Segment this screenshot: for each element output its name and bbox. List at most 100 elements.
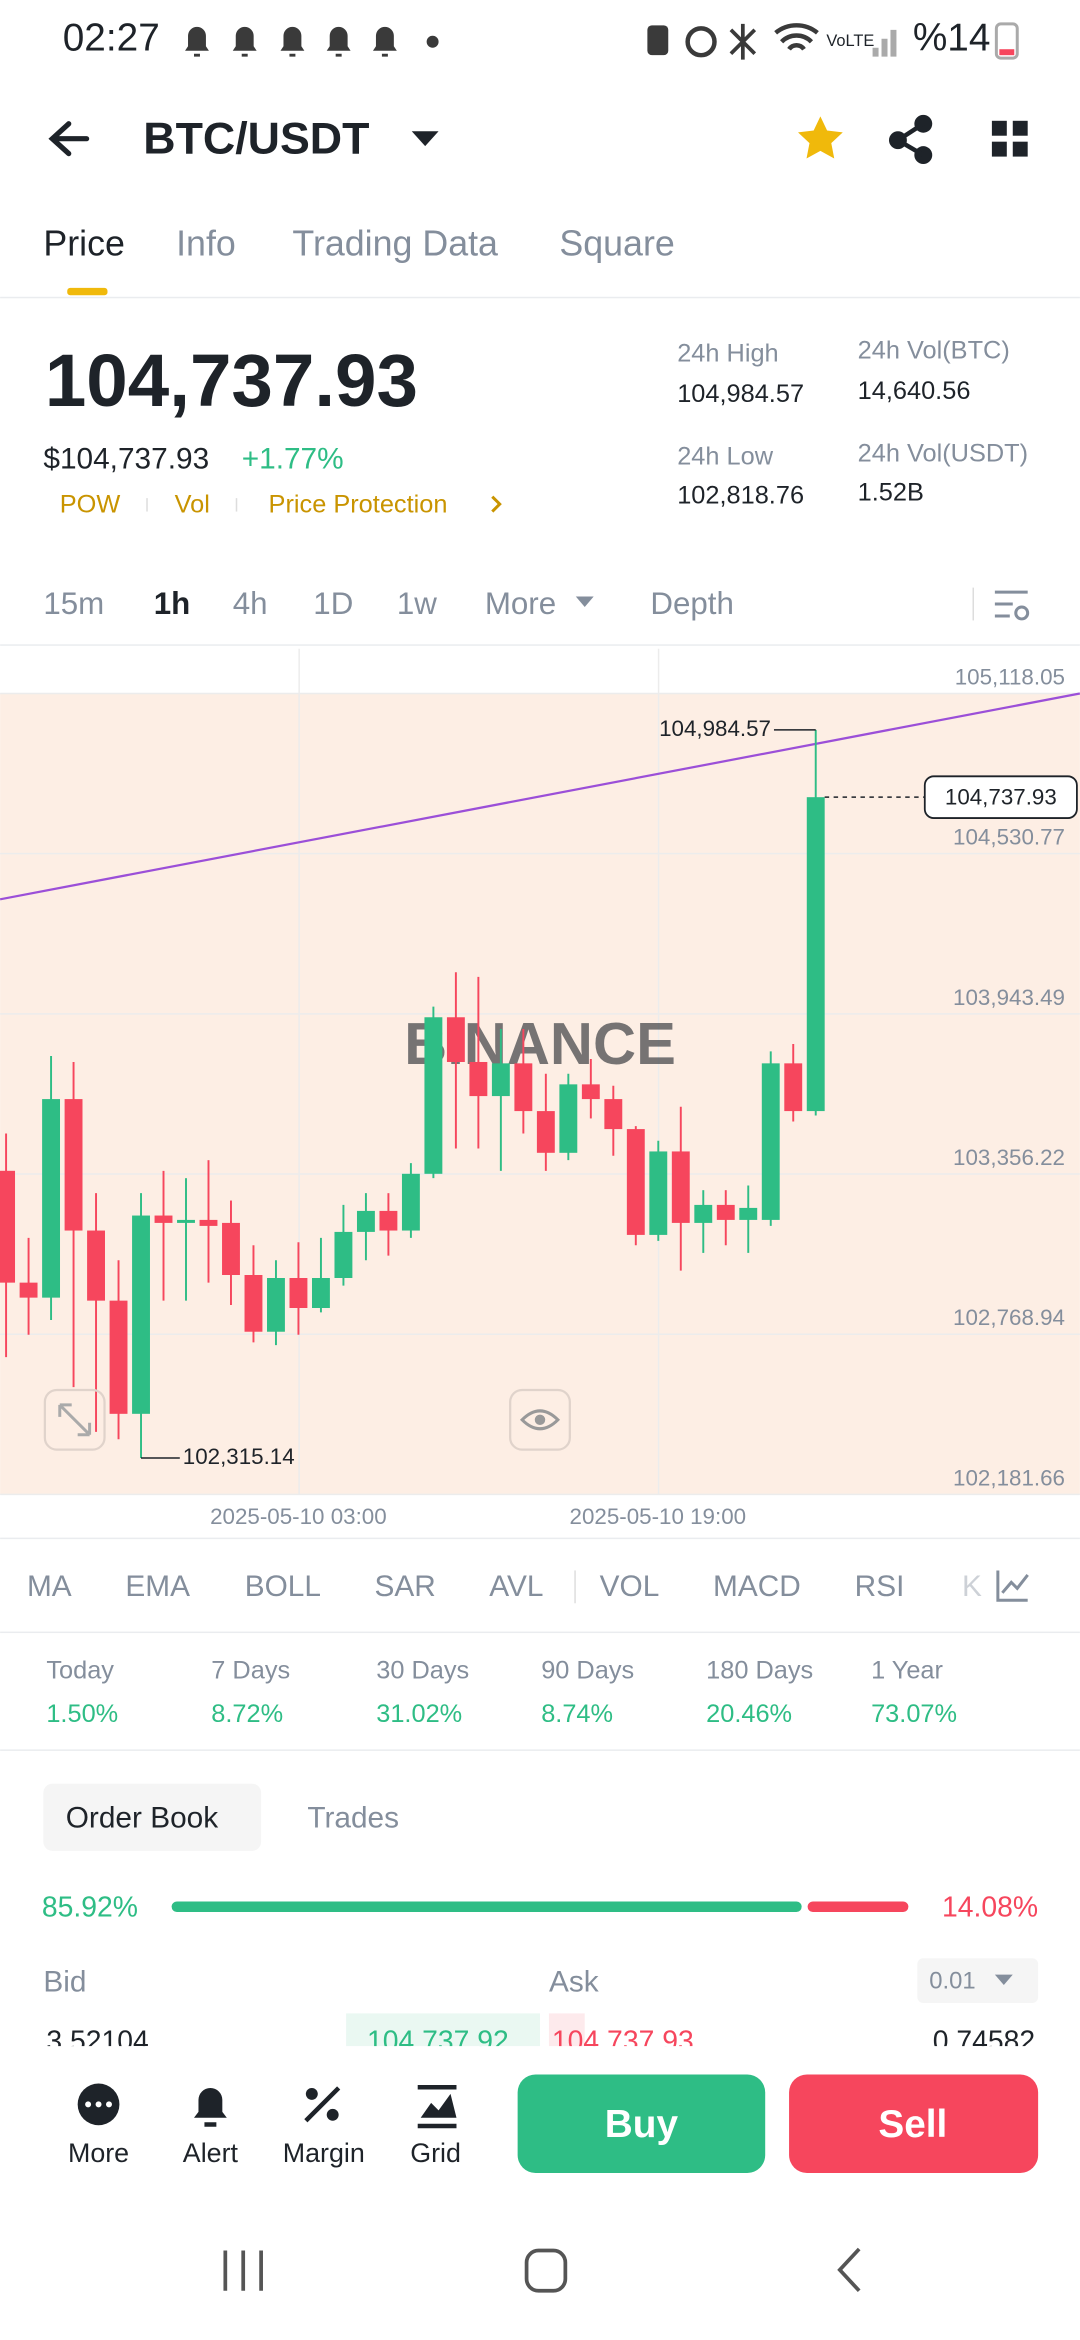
candle-body xyxy=(177,1219,195,1223)
ask-header: Ask xyxy=(549,1965,599,1998)
step-caret xyxy=(994,1974,1013,1986)
eye-pupil xyxy=(534,1414,546,1426)
interval[interactable]: 1D xyxy=(313,586,353,621)
trades-tab[interactable]: Trades xyxy=(307,1801,399,1834)
indicator[interactable]: RSI xyxy=(855,1570,905,1603)
indicator[interactable]: VOL xyxy=(600,1570,660,1603)
y-tick-label: 105,118.05 xyxy=(955,664,1065,689)
ask-percent: 14.08% xyxy=(942,1891,1038,1923)
tag[interactable]: Price Protection xyxy=(269,490,448,518)
tag[interactable]: POW xyxy=(60,490,121,518)
buy-label[interactable]: Buy xyxy=(605,2103,679,2146)
tab[interactable]: Info xyxy=(176,224,236,264)
candle-body xyxy=(87,1230,105,1301)
tab[interactable]: Square xyxy=(559,224,674,264)
candle-body xyxy=(289,1278,308,1309)
favorite-star[interactable] xyxy=(798,116,843,159)
indicator[interactable]: MACD xyxy=(713,1570,801,1603)
indicator[interactable]: AVL xyxy=(489,1570,543,1603)
divider xyxy=(972,587,974,621)
bid-qty: 3.52104 xyxy=(46,2026,148,2058)
svg-text:VoLTE: VoLTE xyxy=(826,32,874,50)
buy-button[interactable] xyxy=(517,2074,766,2173)
perf-label: Today xyxy=(46,1657,114,1685)
stat-label: 24h Vol(USDT) xyxy=(858,440,1028,468)
indicator[interactable]: BOLL xyxy=(245,1570,321,1603)
tag[interactable]: Vol xyxy=(175,490,210,518)
high-label: 104,984.57 xyxy=(659,716,771,741)
fullscreen-button[interactable] xyxy=(43,1388,106,1451)
back[interactable] xyxy=(837,2247,861,2293)
y-tick-label: 103,943.49 xyxy=(953,985,1065,1010)
candle-body xyxy=(739,1207,758,1220)
candle-body xyxy=(446,1017,465,1062)
tag-sep xyxy=(235,498,238,512)
chart-area xyxy=(0,693,1080,1495)
interval[interactable]: 15m xyxy=(43,586,104,621)
interval[interactable]: 4h xyxy=(233,586,268,621)
perf-value: 1.50% xyxy=(46,1700,118,1728)
order-row: 3.52104 104,737.92 104,737.93 0.74582 xyxy=(46,2013,1035,2058)
back-button[interactable] xyxy=(48,121,90,157)
v-grid-line xyxy=(298,648,300,1495)
battery-level: %14 xyxy=(913,17,991,60)
y-tick-label: 103,356.22 xyxy=(953,1145,1065,1170)
indicator[interactable]: MA xyxy=(27,1570,72,1603)
candle-body xyxy=(109,1300,128,1414)
candle-body xyxy=(491,1063,510,1097)
ask-qty: 0.74582 xyxy=(933,2026,1035,2058)
performance: Today 1.50% 7 Days 8.72% 30 Days 31.02% 90 Day… xyxy=(46,1657,957,1728)
perf-label: 180 Days xyxy=(706,1657,813,1685)
candle-body xyxy=(222,1222,240,1276)
interval[interactable]: Depth xyxy=(650,586,734,621)
trend-line xyxy=(0,692,1080,901)
order-book-tab[interactable]: Order Book xyxy=(66,1801,219,1834)
candle-body xyxy=(716,1204,735,1220)
battery-fill xyxy=(999,49,1015,56)
interval[interactable]: 1w xyxy=(397,586,437,621)
candle-body xyxy=(334,1231,353,1279)
pair-title[interactable]: BTC/USDT xyxy=(143,113,369,163)
interval[interactable]: 1h xyxy=(154,586,191,621)
indicator[interactable]: EMA xyxy=(125,1570,190,1603)
sell-label[interactable]: Sell xyxy=(878,2103,947,2146)
tab[interactable]: Price xyxy=(43,224,125,264)
home[interactable] xyxy=(524,2248,568,2293)
visibility-button[interactable] xyxy=(509,1388,571,1451)
share-button[interactable] xyxy=(888,114,933,165)
tab[interactable]: Trading Data xyxy=(292,224,498,264)
step-select[interactable] xyxy=(917,1958,1039,2003)
perf-value: 31.02% xyxy=(376,1700,462,1728)
candle-body xyxy=(514,1063,533,1112)
layout-button[interactable] xyxy=(991,120,1028,157)
action-label[interactable]: Grid xyxy=(410,2138,461,2168)
candle-body xyxy=(154,1215,173,1223)
divider xyxy=(0,1749,1080,1751)
candle-body xyxy=(267,1278,285,1332)
chart-settings[interactable] xyxy=(994,590,1030,621)
indicator-settings[interactable] xyxy=(996,1570,1029,1602)
stat-label: 24h Low xyxy=(677,443,774,471)
candle-body xyxy=(311,1278,330,1309)
candle-body xyxy=(649,1151,668,1235)
action-label[interactable]: Alert xyxy=(183,2138,239,2168)
perf-label: 1 Year xyxy=(871,1657,943,1685)
recents[interactable] xyxy=(223,2250,263,2291)
action-label[interactable]: More xyxy=(68,2138,129,2168)
candle-body xyxy=(784,1063,803,1112)
candle-body xyxy=(761,1063,780,1220)
indicator[interactable]: K xyxy=(962,1570,982,1603)
pair-dropdown[interactable] xyxy=(411,131,439,147)
more-caret xyxy=(575,596,594,607)
tab-indicator xyxy=(67,287,108,296)
fullscreen-icon xyxy=(58,1403,92,1437)
candle-body xyxy=(671,1151,690,1223)
action-label[interactable]: Margin xyxy=(283,2138,365,2168)
interval[interactable]: More xyxy=(485,586,556,621)
stat-value: 104,984.57 xyxy=(677,380,804,408)
sell-button[interactable] xyxy=(789,2074,1039,2173)
candle-body xyxy=(626,1129,645,1235)
last-price: 104,737.93 xyxy=(45,339,418,422)
perf-label: 30 Days xyxy=(376,1657,469,1685)
indicator[interactable]: SAR xyxy=(374,1570,435,1603)
